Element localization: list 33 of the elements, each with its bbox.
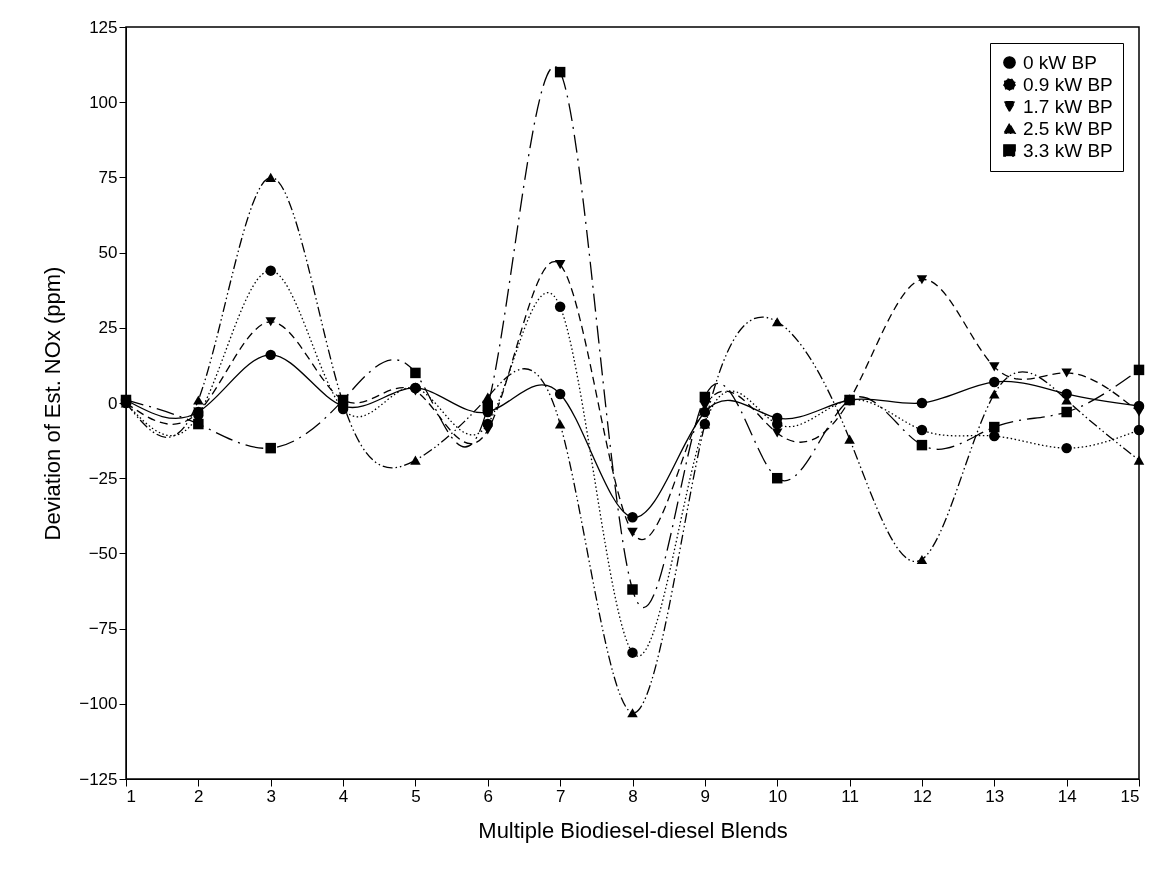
x-tick-label: 11 [841,786,859,806]
x-tick-label: 4 [338,786,349,806]
y-tick-label: 25 [98,318,118,338]
y-tick-label: −75 [88,619,118,639]
y-tick-label: −50 [88,543,118,563]
x-tick-label: 9 [700,786,711,806]
y-tick-label: 50 [98,243,118,263]
y-tick-label: 0 [108,393,118,413]
legend-label: 1.7 kW BP [1023,95,1113,117]
x-tick-label: 1 [126,786,136,806]
y-tick-label: 125 [89,17,118,37]
y-tick-label: −100 [79,694,118,714]
y-tick-label: 100 [89,92,118,112]
x-axis-title: Multiple Biodiesel-diesel Blends [478,817,788,843]
legend-label: 0.9 kW BP [1023,73,1113,95]
x-tick-label: 12 [912,786,932,806]
y-tick-label: −25 [88,468,118,488]
y-tick-label: −125 [79,769,118,789]
x-tick-label: 6 [483,786,494,806]
x-tick-label: 5 [411,786,421,806]
x-tick-label: 13 [985,786,1005,806]
legend-label: 2.5 kW BP [1023,117,1113,139]
legend-label: 3.3 kW BP [1023,139,1113,161]
y-tick-label: 75 [98,167,118,187]
x-tick-label: 3 [266,786,276,806]
x-tick-label: 10 [768,786,788,806]
x-tick-label: 15 [1120,786,1140,806]
x-tick-label: 14 [1057,786,1077,806]
x-tick-label: 8 [628,786,638,806]
x-tick-label: 2 [194,786,204,806]
x-tick-label: 7 [555,786,566,806]
legend-label: 0 kW BP [1023,51,1097,73]
y-axis-title: Deviation of Est. NOx (ppm) [40,266,66,541]
